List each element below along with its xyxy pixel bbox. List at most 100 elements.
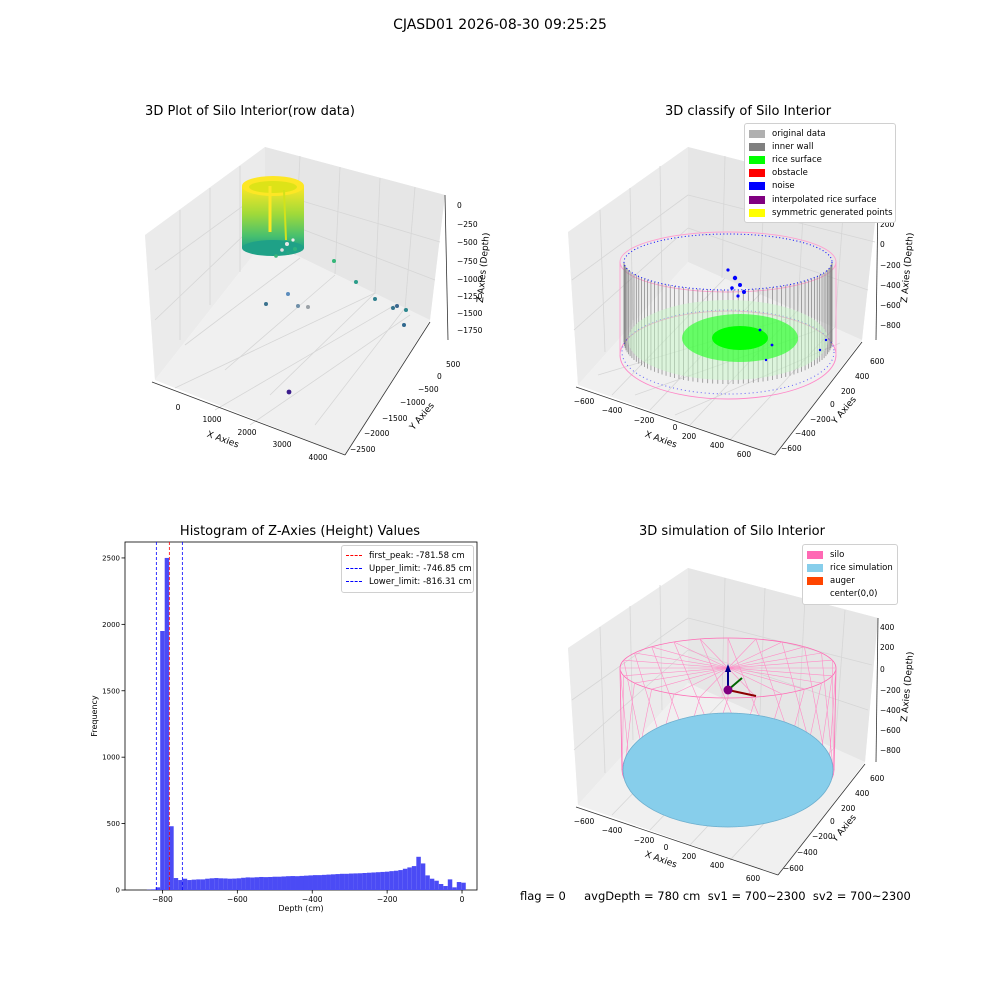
raw-y-tick: −500 [418, 385, 439, 394]
legend-label: Lower_limit: -816.31 cm [369, 576, 472, 587]
histogram-bar [344, 873, 349, 890]
histogram-bar [295, 876, 300, 890]
classify-x-tick: 0 [673, 423, 678, 432]
raw-z-tick: −750 [457, 257, 478, 266]
classify-x-tick: −400 [602, 406, 623, 415]
raw-outlier-point [395, 304, 399, 308]
histogram-bar [321, 874, 327, 890]
histogram-bar [236, 878, 242, 890]
histogram-bar [223, 878, 228, 890]
classify-x-tick: 200 [682, 432, 697, 441]
legend-item: symmetric generated points [749, 206, 893, 219]
silo-wire-line [673, 641, 710, 728]
raw-y-tick: 0 [437, 372, 442, 381]
simulation-z-tick-labels: 400 200 0 −200 −400 −600 −800 [880, 623, 901, 755]
silo-wire-line [804, 646, 825, 752]
silo-wire-line [755, 638, 790, 735]
histogram-bar [398, 870, 403, 890]
raw-y-tick: −2000 [364, 429, 390, 438]
status-footer: flag = 0 avgDepth = 780 cm sv1 = 700~230… [520, 889, 911, 903]
histogram-x-label: Depth (cm) [278, 904, 323, 913]
histogram-bar [366, 872, 372, 890]
auger-icon [723, 664, 757, 697]
classify-z-tick-labels: 200 0 −200 −400 −600 −800 [880, 220, 901, 330]
raw-z-label: Z Axies (Depth) [476, 232, 492, 303]
silo-wire-line [622, 675, 624, 767]
histogram-y-tick-label: 1000 [102, 754, 120, 762]
legend-swatch [346, 581, 362, 583]
simulation-rice-surface [622, 712, 834, 828]
simulation-x-tick-labels: −600 −400 −200 0 200 400 600 [574, 817, 761, 883]
silo-roof-line [623, 659, 729, 669]
classify-z-tick: 200 [880, 220, 895, 229]
histogram-x-tick-label: −200 [377, 895, 398, 904]
raw-3d-axes: 0 1000 2000 3000 4000 X Axies 500 0 −500… [145, 147, 492, 462]
silo-wire-line [821, 652, 833, 763]
histogram-bar [429, 878, 435, 890]
simulation-y-tick: −400 [797, 848, 818, 857]
raw-outlier-point [286, 251, 290, 255]
histogram-x-tick-label: −400 [302, 895, 323, 904]
histogram-title: Histogram of Z-Axies (Height) Values [179, 524, 421, 539]
legend-label: interpolated rice surface [772, 194, 877, 205]
silo-roof-line [727, 667, 822, 684]
histogram-bar [438, 884, 444, 890]
histogram-bar [263, 877, 269, 890]
classify-x-tick: 600 [737, 450, 752, 459]
histogram-bar [326, 874, 331, 890]
raw-silo-cylinder [242, 176, 304, 258]
silo-roof-line [651, 646, 729, 669]
raw-outlier-point [332, 259, 336, 263]
histogram-bar [169, 826, 174, 890]
simulation-y-tick: 400 [855, 789, 870, 798]
silo-wire-line [699, 638, 738, 728]
histogram-bar [227, 878, 233, 890]
classify-z-tick: −800 [880, 321, 901, 330]
histogram-vlines [155, 542, 183, 890]
panel-classify-title: 3D classify of Silo Interior [664, 104, 832, 119]
raw-outlier-point [286, 292, 290, 296]
histogram-x-ticks: −800 −600 −400 −200 0 [152, 890, 465, 904]
histogram-bar [299, 875, 304, 890]
simulation-legend: silo rice simulation auger center(0,0) [802, 544, 898, 605]
histogram-bar [250, 877, 255, 890]
legend-item: rice surface [749, 153, 891, 166]
raw-outlier-point [264, 302, 268, 306]
legend-label: noise [772, 181, 795, 192]
raw-z-tick: −1000 [457, 275, 483, 284]
legend-swatch [807, 590, 823, 599]
histogram-bar [339, 873, 345, 890]
classify-x-tick: −600 [574, 397, 595, 406]
legend-item: inner wall [749, 140, 891, 153]
histogram-bar [348, 873, 354, 890]
histogram-x-tick-label: −800 [152, 895, 173, 904]
legend-item: interpolated rice surface [749, 193, 891, 206]
legend-swatch [807, 563, 823, 572]
classify-y-tick: 400 [855, 372, 870, 381]
simulation-z-tick: 0 [880, 665, 885, 674]
histogram-bar [290, 876, 296, 890]
histogram-bar [268, 876, 273, 890]
legend-swatch [749, 208, 765, 217]
silo-wire-line [727, 637, 765, 730]
silo-wire-line [619, 667, 629, 756]
histogram-bar [456, 882, 462, 890]
legend-swatch [749, 142, 765, 151]
silo-roof-line [673, 641, 729, 669]
raw-y-tick: 500 [446, 360, 461, 369]
raw-z-tick: −250 [457, 220, 478, 229]
silo-roof-line [727, 659, 833, 669]
histogram-bar [384, 871, 390, 890]
histogram-bar [209, 878, 215, 890]
histogram-y-tick-label: 2500 [102, 554, 120, 562]
histogram-bar [447, 879, 453, 890]
histogram-bar [182, 878, 188, 890]
histogram-bar [164, 557, 170, 890]
panel-simulation: 3D simulation of Silo Interior −600 −400… [500, 500, 1000, 1000]
histogram-bar [407, 867, 412, 890]
legend-swatch [749, 182, 765, 191]
histogram-bar [335, 874, 340, 890]
histogram-bar [214, 878, 219, 890]
silo-roof-line [727, 652, 822, 669]
raw-y-tick: −2500 [350, 445, 376, 454]
